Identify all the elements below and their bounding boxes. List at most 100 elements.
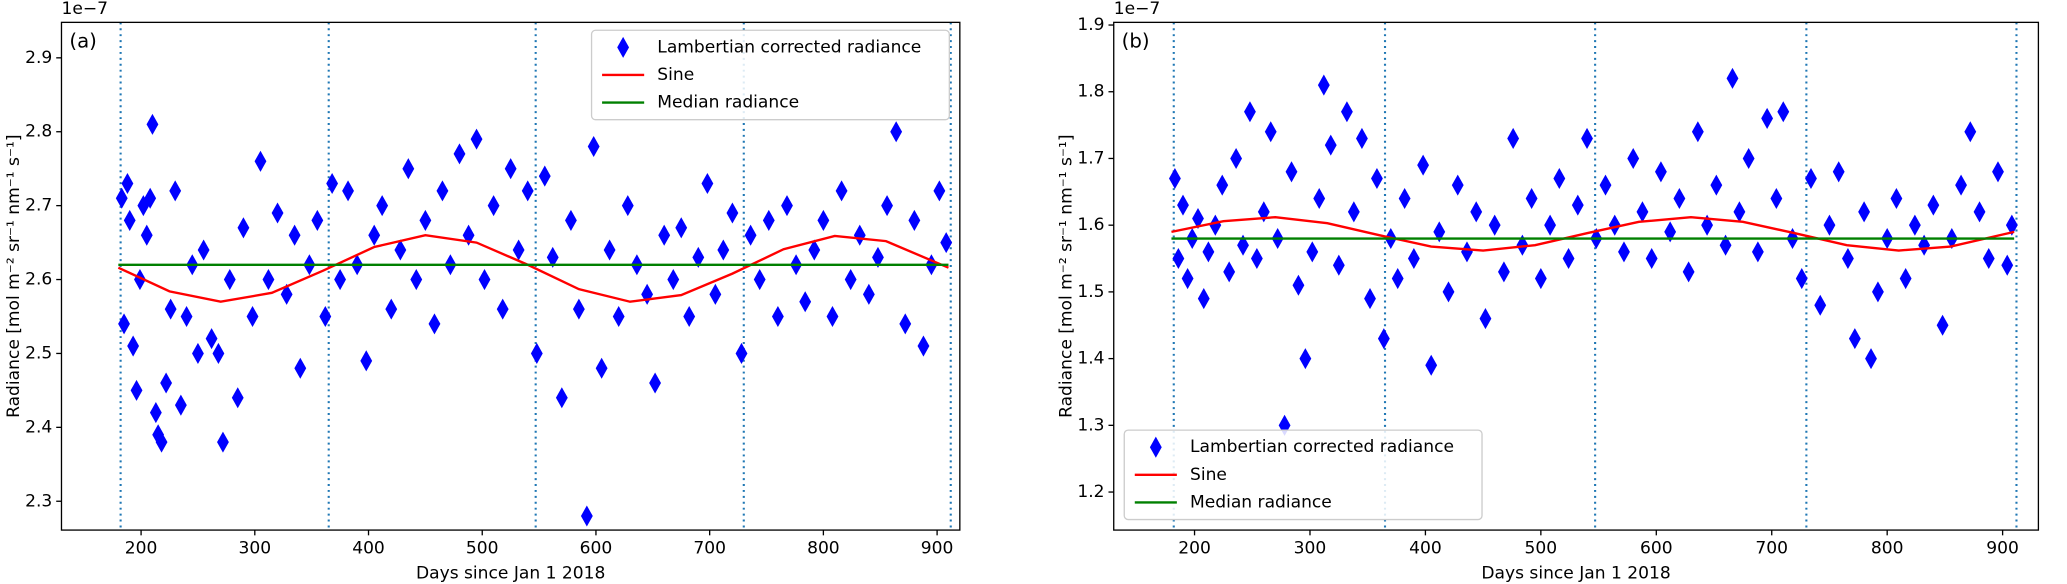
- data-point: [908, 209, 921, 231]
- data-point: [1890, 187, 1903, 210]
- data-point: [1858, 201, 1871, 223]
- data-point: [1479, 308, 1492, 330]
- y-tick-label: 2.9: [25, 48, 52, 68]
- data-point: [319, 305, 332, 328]
- data-point: [376, 195, 389, 217]
- data-point: [621, 195, 634, 217]
- data-point: [612, 305, 625, 328]
- y-tick-label: 2.5: [25, 343, 52, 363]
- x-tick-label: 800: [1871, 538, 1904, 558]
- data-point: [1299, 348, 1312, 370]
- data-point: [1795, 268, 1808, 290]
- data-point: [580, 505, 593, 527]
- data-point: [1488, 214, 1501, 236]
- y-axis-label: Radiance [mol m⁻² sr⁻¹ nm⁻¹ s⁻¹]: [4, 135, 24, 418]
- data-point: [546, 246, 559, 268]
- data-point: [1770, 187, 1783, 210]
- data-point: [217, 431, 229, 453]
- data-point: [262, 269, 275, 291]
- data-point: [410, 269, 423, 291]
- data-point: [1442, 281, 1455, 303]
- data-point: [1347, 201, 1360, 223]
- data-point: [853, 224, 866, 246]
- data-point: [2001, 254, 2014, 276]
- data-point: [701, 172, 714, 194]
- data-point: [326, 172, 339, 194]
- data-point: [1364, 288, 1376, 310]
- data-point: [1285, 161, 1298, 183]
- data-point: [205, 328, 218, 350]
- data-point: [1544, 214, 1557, 236]
- data-point: [1534, 268, 1547, 290]
- data-point: [2005, 214, 2018, 236]
- data-point: [1710, 174, 1723, 196]
- data-point: [1581, 127, 1593, 149]
- data-point: [1918, 234, 1931, 256]
- line-series: [117, 233, 949, 303]
- data-point: [872, 246, 884, 268]
- panel: 200 300 400 500 600 700 800 900 2.3 2.4 2.5 2.6 2.7 2…: [4, 0, 961, 583]
- data-point: [144, 187, 157, 209]
- y-tick-label: 2.6: [25, 270, 52, 290]
- legend-box: [1123, 429, 1483, 521]
- data-point: [1425, 354, 1438, 376]
- data-point: [1356, 127, 1368, 149]
- data-point: [1507, 127, 1520, 149]
- legend: Lambertian corrected radiance Sine Median …: [1123, 429, 1483, 521]
- data-point: [436, 180, 449, 202]
- data-point: [658, 224, 671, 246]
- y-tick-label: 1.3: [1077, 415, 1104, 435]
- data-point: [419, 209, 432, 231]
- data-point: [1936, 314, 1949, 336]
- data-point: [1805, 167, 1817, 189]
- data-point: [342, 180, 354, 202]
- data-point: [487, 195, 500, 217]
- data-point: [1608, 214, 1621, 236]
- data-point: [428, 313, 441, 335]
- data-point: [862, 283, 875, 305]
- x-tick-label: 900: [921, 538, 954, 558]
- data-point: [530, 342, 543, 364]
- data-point: [692, 246, 705, 268]
- data-point: [1761, 107, 1774, 129]
- data-point: [1908, 214, 1921, 236]
- panel: 200 300 400 500 600 700 800 900 1.2 1.3 1.4 1.5 1.6 1…: [1056, 0, 2040, 583]
- data-point: [254, 150, 267, 172]
- data-point: [826, 305, 839, 328]
- data-point: [1814, 294, 1827, 316]
- data-point: [1682, 261, 1695, 283]
- y-tick-label: 1.2: [1077, 482, 1104, 502]
- data-point: [572, 298, 585, 320]
- data-point: [890, 121, 903, 143]
- data-point: [917, 335, 930, 357]
- data-point: [744, 224, 757, 246]
- data-point: [1451, 174, 1464, 196]
- data-point: [237, 217, 250, 239]
- legend-marker: [1149, 436, 1162, 458]
- data-point: [799, 291, 812, 313]
- data-point: [1982, 248, 1995, 270]
- data-point: [1832, 161, 1845, 183]
- data-point: [808, 239, 821, 261]
- data-point: [603, 239, 616, 261]
- data-point: [771, 305, 784, 328]
- offset-text: 1e−7: [61, 0, 108, 19]
- data-point: [717, 239, 730, 261]
- data-point: [180, 305, 193, 328]
- x-tick-label: 600: [580, 538, 613, 558]
- legend-label: Sine: [1190, 465, 1227, 485]
- data-point: [1973, 201, 1986, 223]
- data-point: [294, 357, 307, 379]
- data-point: [470, 128, 483, 150]
- data-point: [1244, 101, 1256, 123]
- data-point: [280, 283, 293, 305]
- data-point: [288, 224, 301, 246]
- data-point: [1461, 241, 1473, 263]
- data-point: [1306, 241, 1319, 263]
- data-point: [394, 239, 407, 261]
- data-point: [368, 224, 381, 246]
- data-point: [1955, 174, 1967, 196]
- legend: Lambertian corrected radiance Sine Median …: [590, 29, 950, 121]
